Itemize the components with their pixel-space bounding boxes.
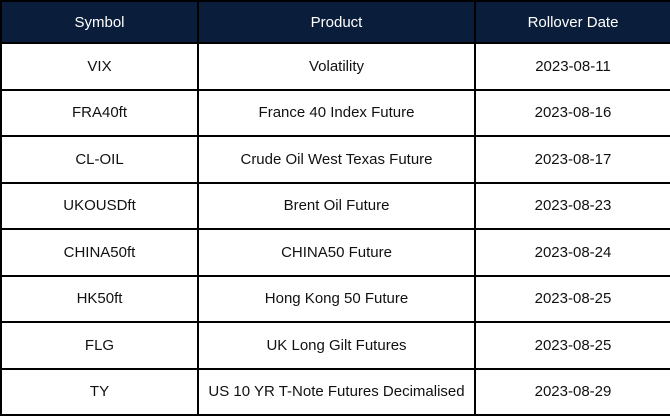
table-row: FLG UK Long Gilt Futures 2023-08-25 xyxy=(0,321,670,370)
cell-product: US 10 YR T-Note Futures Decimalised xyxy=(197,367,476,416)
table-row: CL-OIL Crude Oil West Texas Future 2023-… xyxy=(0,135,670,184)
cell-rollover-date: 2023-08-25 xyxy=(474,274,670,323)
cell-rollover-date: 2023-08-16 xyxy=(474,88,670,137)
cell-rollover-date: 2023-08-24 xyxy=(474,228,670,277)
cell-product: Crude Oil West Texas Future xyxy=(197,135,476,184)
cell-symbol: FRA40ft xyxy=(0,88,199,137)
column-header-symbol: Symbol xyxy=(0,0,199,44)
cell-rollover-date: 2023-08-23 xyxy=(474,181,670,230)
table-body: VIX Volatility 2023-08-11 FRA40ft France… xyxy=(0,42,670,416)
cell-rollover-date: 2023-08-17 xyxy=(474,135,670,184)
table-header: Symbol Product Rollover Date xyxy=(0,0,670,44)
header-row: Symbol Product Rollover Date xyxy=(0,0,670,44)
cell-symbol: CL-OIL xyxy=(0,135,199,184)
cell-symbol: TY xyxy=(0,367,199,416)
table-row: TY US 10 YR T-Note Futures Decimalised 2… xyxy=(0,367,670,416)
cell-symbol: FLG xyxy=(0,321,199,370)
cell-product: France 40 Index Future xyxy=(197,88,476,137)
cell-symbol: VIX xyxy=(0,42,199,91)
cell-product: Volatility xyxy=(197,42,476,91)
table-row: CHINA50ft CHINA50 Future 2023-08-24 xyxy=(0,228,670,277)
cell-product: Brent Oil Future xyxy=(197,181,476,230)
table-row: VIX Volatility 2023-08-11 xyxy=(0,42,670,91)
cell-product: UK Long Gilt Futures xyxy=(197,321,476,370)
cell-rollover-date: 2023-08-25 xyxy=(474,321,670,370)
cell-symbol: CHINA50ft xyxy=(0,228,199,277)
column-header-product: Product xyxy=(197,0,476,44)
cell-product: CHINA50 Future xyxy=(197,228,476,277)
cell-symbol: HK50ft xyxy=(0,274,199,323)
table-row: UKOUSDft Brent Oil Future 2023-08-23 xyxy=(0,181,670,230)
cell-rollover-date: 2023-08-29 xyxy=(474,367,670,416)
table-row: FRA40ft France 40 Index Future 2023-08-1… xyxy=(0,88,670,137)
cell-product: Hong Kong 50 Future xyxy=(197,274,476,323)
cell-rollover-date: 2023-08-11 xyxy=(474,42,670,91)
cell-symbol: UKOUSDft xyxy=(0,181,199,230)
column-header-rollover-date: Rollover Date xyxy=(474,0,670,44)
table-row: HK50ft Hong Kong 50 Future 2023-08-25 xyxy=(0,274,670,323)
